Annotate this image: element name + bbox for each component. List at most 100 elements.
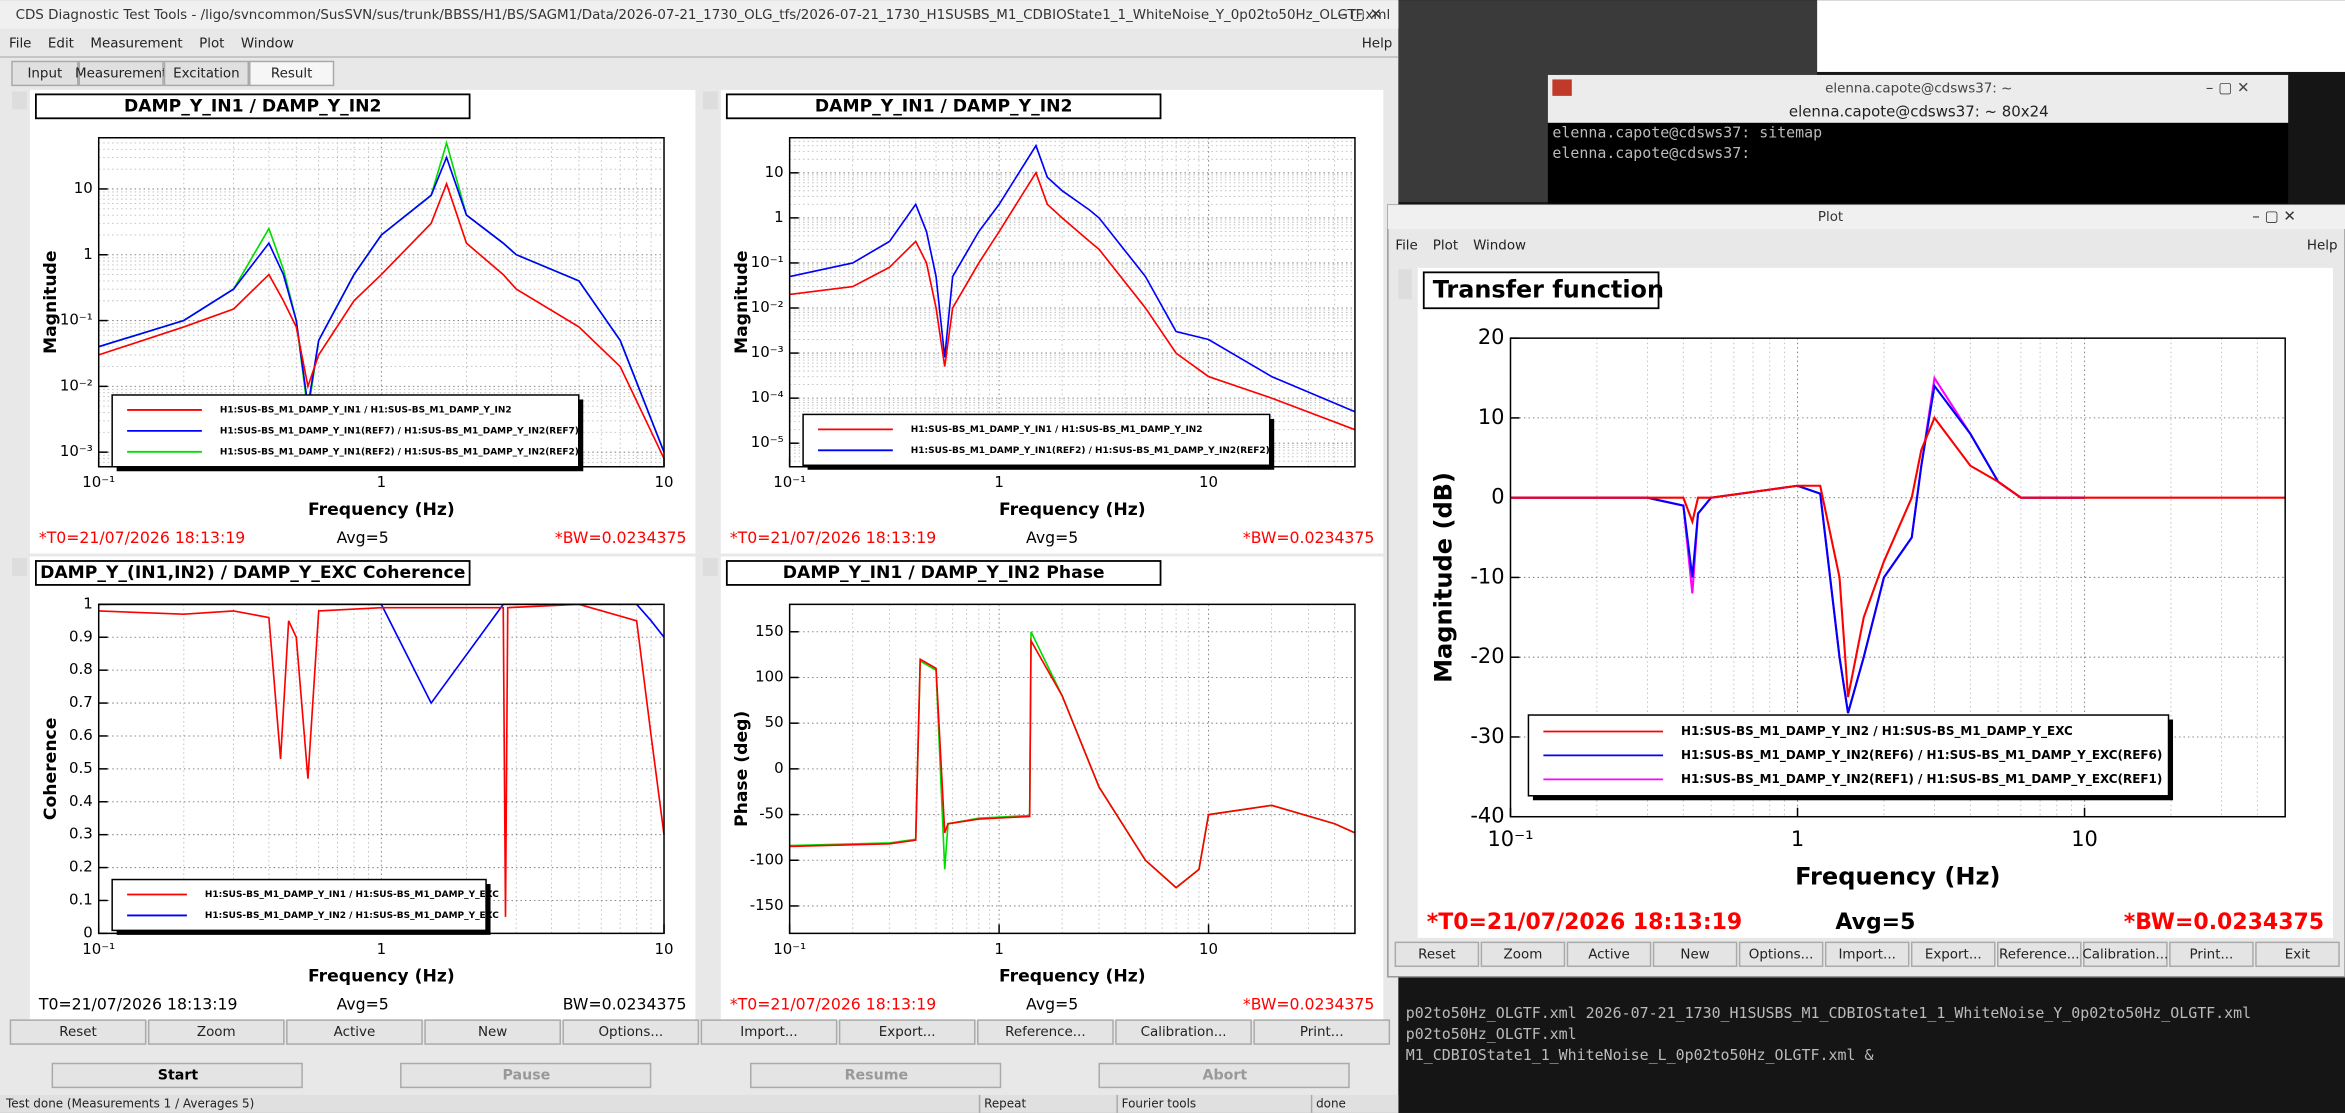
button-label[interactable]: Reset <box>59 1025 97 1040</box>
button[interactable] <box>2083 941 2168 968</box>
menu-item[interactable]: Window <box>241 37 294 52</box>
panel-title-box <box>1422 271 1660 310</box>
footer-t0: *T0=21/07/2026 18:13:19 <box>39 528 245 547</box>
y-tick-label: 50 <box>765 713 784 731</box>
button[interactable] <box>286 1019 423 1045</box>
control-label[interactable]: Abort <box>1203 1067 1248 1083</box>
tab-label[interactable]: Input <box>27 66 62 81</box>
button[interactable] <box>838 1019 976 1045</box>
menu-item[interactable]: Edit <box>48 37 74 52</box>
menu-help[interactable]: Help <box>1362 37 1393 52</box>
y-tick-label: 150 <box>755 622 784 640</box>
x-axis-label: Frequency (Hz) <box>308 500 455 520</box>
terminal-line: elenna.capote@cdsws37: <box>1552 144 1750 162</box>
tab[interactable] <box>163 60 250 87</box>
status-bar <box>0 1094 1399 1113</box>
button[interactable] <box>1652 941 1738 968</box>
x-tick-label: 10⁻¹ <box>773 940 806 958</box>
control-button[interactable] <box>51 1062 303 1089</box>
button[interactable] <box>977 1019 1114 1045</box>
button[interactable] <box>1910 941 1996 968</box>
data-line <box>1510 383 2085 714</box>
window-controls[interactable]: – ▢ ✕ <box>1339 5 1383 23</box>
button[interactable] <box>1566 941 1652 968</box>
button-label[interactable]: Options... <box>598 1025 663 1040</box>
control-label[interactable]: Resume <box>845 1067 909 1083</box>
button[interactable] <box>1738 941 1824 968</box>
button[interactable] <box>2169 941 2254 968</box>
footer-t0: *T0=21/07/2026 18:13:19 <box>730 528 936 547</box>
button-label[interactable]: Calibration... <box>1141 1025 1227 1040</box>
tab-label[interactable]: Measurement <box>75 66 167 81</box>
control-label[interactable]: Start <box>158 1067 199 1083</box>
control-button[interactable] <box>750 1062 1002 1089</box>
button-label[interactable]: Active <box>1588 947 1630 962</box>
button[interactable] <box>562 1019 700 1045</box>
legend-label: H1:SUS-BS_M1_DAMP_Y_IN1 / H1:SUS-BS_M1_D… <box>220 405 512 415</box>
footer-bw: *BW=0.0234375 <box>1243 528 1375 547</box>
tab[interactable] <box>11 60 79 87</box>
arrow <box>1398 269 1412 300</box>
menu-help[interactable]: Help <box>2307 238 2338 253</box>
menu-item[interactable]: Window <box>1473 238 1526 253</box>
button-label[interactable]: Reset <box>1418 947 1456 962</box>
x-tick-label: 10 <box>2071 827 2098 851</box>
tab-label[interactable]: Result <box>271 66 313 81</box>
button[interactable] <box>147 1019 285 1045</box>
button[interactable] <box>1824 941 1910 968</box>
tab[interactable] <box>78 60 164 87</box>
button-label[interactable]: New <box>1680 947 1709 962</box>
button-label[interactable]: Export... <box>1925 947 1982 962</box>
plot-window-title: Plot <box>1818 210 1843 225</box>
button[interactable] <box>1253 1019 1391 1045</box>
panel-title: DAMP_Y_IN1 / DAMP_Y_IN2 <box>124 96 382 116</box>
status-text: Fourier tools <box>1122 1096 1197 1110</box>
menu-item[interactable]: File <box>9 37 32 52</box>
button-label[interactable]: Reference... <box>1005 1025 1085 1040</box>
terminal-controls[interactable]: – ▢ ✕ <box>2206 78 2250 96</box>
y-tick-label: 10⁻¹ <box>60 311 93 329</box>
button[interactable] <box>700 1019 838 1045</box>
menu-item[interactable]: Plot <box>199 37 224 52</box>
y-tick-label: 10 <box>74 179 93 197</box>
legend-label: H1:SUS-BS_M1_DAMP_Y_IN2(REF6) / H1:SUS-B… <box>1681 748 2162 763</box>
button[interactable] <box>1115 1019 1252 1045</box>
button-label[interactable]: Zoom <box>1504 947 1543 962</box>
y-axis-label: Coherence <box>41 718 61 821</box>
control-button[interactable] <box>400 1062 652 1089</box>
button-label[interactable]: New <box>478 1025 507 1040</box>
button-label[interactable]: Options... <box>1749 947 1814 962</box>
y-tick-label: -10 <box>1470 564 1504 588</box>
tab-label[interactable]: Excitation <box>173 66 240 81</box>
button-label[interactable]: Export... <box>879 1025 936 1040</box>
button[interactable] <box>424 1019 561 1045</box>
button-label[interactable]: Zoom <box>197 1025 236 1040</box>
legend-label: H1:SUS-BS_M1_DAMP_Y_IN1(REF2) / H1:SUS-B… <box>911 446 1270 456</box>
button-label[interactable]: Reference... <box>1999 947 2079 962</box>
tab[interactable] <box>249 60 335 87</box>
button[interactable] <box>9 1019 147 1045</box>
button[interactable] <box>2255 941 2340 968</box>
menu-item[interactable]: Plot <box>1433 238 1458 253</box>
button-label[interactable]: Exit <box>2285 947 2310 962</box>
button-label[interactable]: Import... <box>740 1025 797 1040</box>
control-label[interactable]: Pause <box>503 1067 551 1083</box>
y-tick-label: 10 <box>1478 405 1505 429</box>
button-label[interactable]: Calibration... <box>2082 947 2168 962</box>
y-tick-label: 0.2 <box>69 858 93 876</box>
button-label[interactable]: Import... <box>1838 947 1895 962</box>
button-label[interactable]: Print... <box>2190 947 2234 962</box>
menu-item[interactable]: File <box>1395 238 1418 253</box>
button[interactable] <box>1480 941 1566 968</box>
y-tick-label: 0 <box>774 759 784 777</box>
control-button[interactable] <box>1098 1062 1350 1089</box>
plot-window-controls[interactable]: – ▢ ✕ <box>2252 207 2296 225</box>
y-axis-label: Magnitude <box>41 250 61 354</box>
bg-terminal-line: p02to50Hz_OLGTF.xml <box>1406 1025 1577 1043</box>
button[interactable] <box>1394 941 1480 968</box>
button-label[interactable]: Active <box>334 1025 376 1040</box>
button[interactable] <box>1997 941 2082 968</box>
menu-item[interactable]: Measurement <box>90 37 182 52</box>
button-label[interactable]: Print... <box>1300 1025 1344 1040</box>
